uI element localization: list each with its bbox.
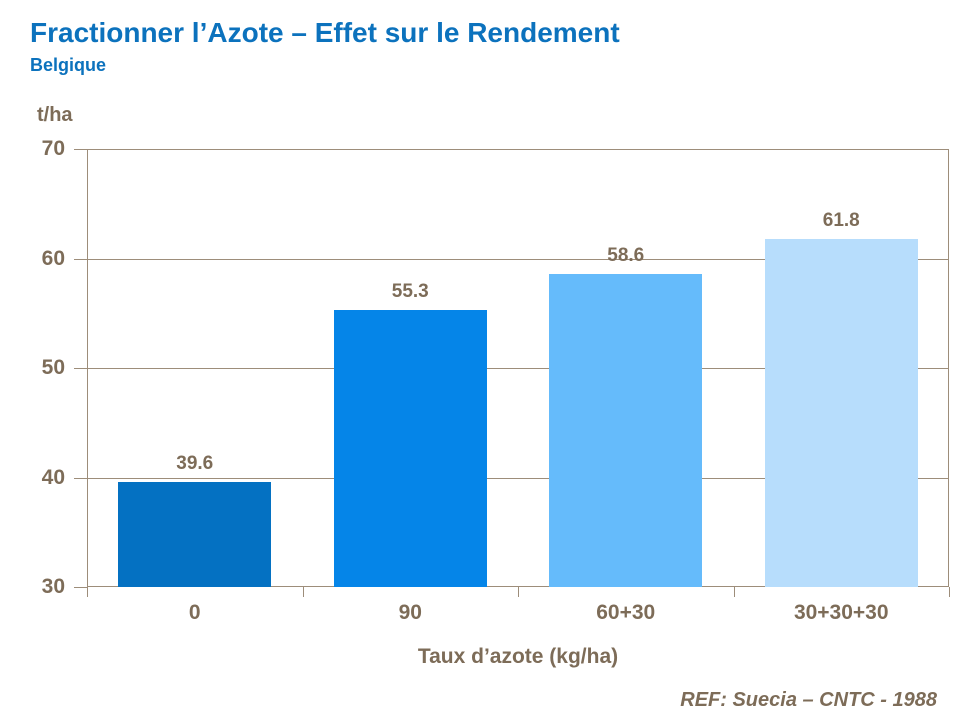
- x-axis-tick: [733, 587, 735, 597]
- y-axis-tick: [74, 477, 87, 479]
- y-axis-tick-label: 70: [41, 137, 65, 160]
- y-axis-tick: [74, 258, 87, 260]
- x-axis-category-label: 0: [188, 601, 201, 624]
- x-axis-category-label: 90: [398, 601, 422, 624]
- bar-30+30+30: [764, 238, 918, 587]
- x-axis-category-label: 30+30+30: [793, 601, 889, 624]
- bar-value-label: 39.6: [176, 452, 214, 474]
- y-axis-tick-label: 40: [41, 465, 65, 489]
- x-axis-tick: [518, 587, 519, 597]
- bar-0: [118, 481, 272, 587]
- x-axis-title: Taux d’azote (kg/ha): [417, 645, 619, 668]
- bar-90: [333, 309, 487, 587]
- bar-value-label: 61.8: [822, 209, 860, 231]
- y-axis-tick-label: 60: [41, 246, 65, 270]
- gridline: [87, 368, 949, 369]
- bar-60+30: [549, 273, 703, 587]
- y-axis-tick: [74, 368, 87, 369]
- chart-title: Fractionner l’Azote – Effet sur le Rende…: [30, 17, 620, 48]
- x-axis-tick: [302, 587, 304, 597]
- bar-value-label: 58.6: [607, 244, 645, 266]
- y-axis-unit-label: t/ha: [37, 104, 73, 126]
- x-axis-tick: [949, 587, 950, 597]
- y-axis-tick-label: 30: [41, 575, 65, 598]
- x-axis-category-label: 60+30: [596, 601, 656, 624]
- chart-subtitle: Belgique: [30, 55, 107, 75]
- gridline: [87, 477, 949, 479]
- plot-area: 30 40 50 60 70 39.6 0 55.3 90 58.6 60+30 61.8 30+30+…: [42, 137, 950, 624]
- y-axis-tick-label: 50: [41, 356, 65, 379]
- y-axis-tick: [74, 587, 87, 588]
- y-axis-tick: [74, 149, 87, 150]
- gridline: [87, 258, 949, 260]
- bar-value-label: 55.3: [391, 280, 429, 302]
- reference-text: REF: Suecia – CNTC - 1988: [680, 689, 937, 711]
- x-axis-tick: [87, 587, 88, 597]
